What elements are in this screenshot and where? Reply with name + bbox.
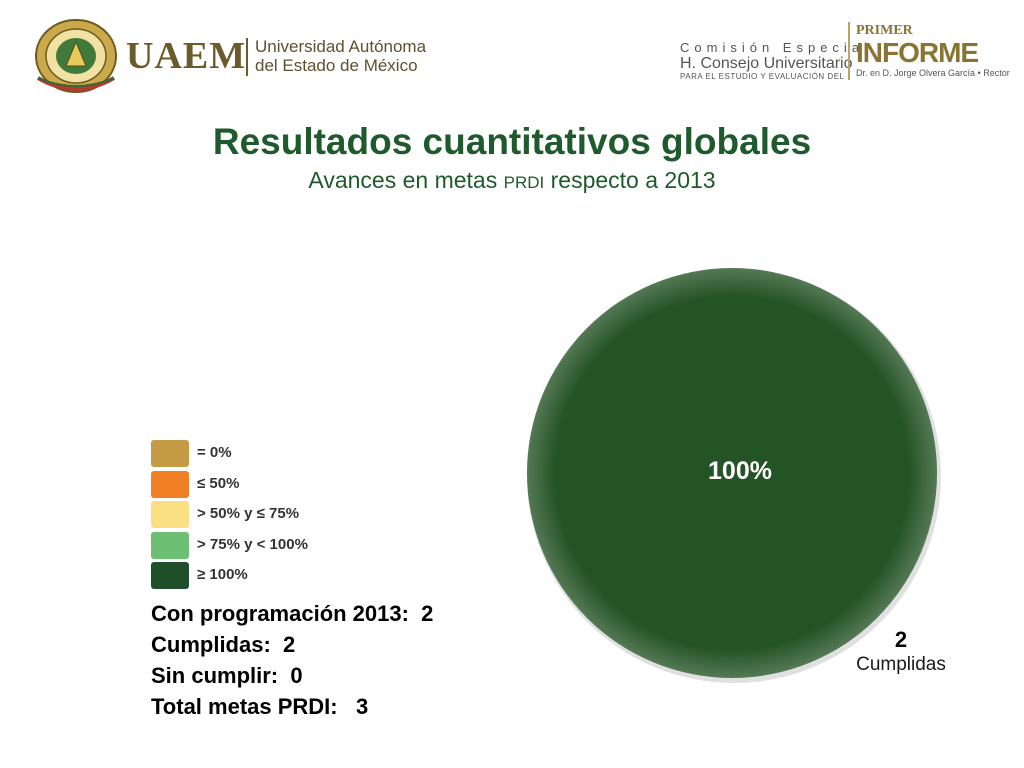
commission-block: Comisión Especial H. Consejo Universitar… (680, 40, 872, 82)
university-name: Universidad Autónoma del Estado de Méxic… (255, 37, 426, 75)
slice-count-label: 2 (895, 627, 907, 652)
legend-swatch (151, 562, 189, 589)
legend-label: = 0% (197, 444, 232, 461)
subtitle-acronym: PRDI (503, 173, 545, 192)
summary-stats: Con programación 2013: 2 Cumplidas: 2 Si… (151, 601, 433, 725)
stat-unfulfilled: Sin cumplir: 0 (151, 663, 303, 688)
legend-swatch (151, 471, 189, 498)
legend-label: > 50% y ≤ 75% (197, 505, 300, 522)
commission-line2: H. Consejo Universitario (680, 55, 853, 72)
slice-percent-label: 100% (708, 457, 772, 485)
legend-swatch (151, 440, 189, 467)
legend-item: > 75% y < 100% (151, 532, 391, 560)
legend-label: > 75% y < 100% (197, 536, 308, 553)
report-line2: INFORME (856, 37, 979, 68)
legend-swatch (151, 501, 189, 528)
legend-label: ≥ 100% (197, 566, 248, 583)
report-line3: Dr. en D. Jorge Olvera García • Rector (856, 68, 1010, 78)
legend-label: ≤ 50% (197, 475, 240, 492)
legend-item: ≥ 100% (151, 562, 391, 590)
university-seal-logo (35, 19, 117, 93)
report-line1: PRIMER (856, 23, 913, 38)
legend-swatch (151, 532, 189, 559)
uaem-wordmark: UAEM (126, 35, 247, 77)
stat-fulfilled: Cumplidas: 2 (151, 632, 296, 657)
subtitle-text-end: respecto a 2013 (544, 167, 716, 193)
report-logo: PRIMER INFORME Dr. en D. Jorge Olvera Ga… (856, 24, 1010, 79)
stat-programmed: Con programación 2013: 2 (151, 601, 434, 626)
university-name-line1: Universidad Autónoma (255, 37, 427, 56)
stat-total-goals: Total metas PRDI: 3 (151, 694, 369, 719)
commission-line3: PARA EL ESTUDIO Y EVALUACIÓN DEL (680, 72, 845, 81)
legend-item: = 0% (151, 440, 391, 468)
commission-line1: Comisión Especial (680, 40, 872, 55)
chart-title: Resultados cuantitativos globales (212, 121, 812, 162)
chart-subtitle: Avances en metas PRDI respecto a 2013 (0, 167, 1024, 194)
brand-divider (246, 38, 248, 76)
legend-item: ≤ 50% (151, 471, 391, 499)
slide-header: UAEM Universidad Autónoma del Estado de … (0, 0, 1024, 100)
subtitle-text-start: Avances en metas (308, 167, 504, 193)
university-name-line2: del Estado de México (255, 56, 418, 75)
legend-item: > 50% y ≤ 75% (151, 501, 391, 529)
report-divider (848, 22, 850, 80)
slice-category-label: Cumplidas (856, 654, 946, 675)
pie-edge-highlight (527, 268, 937, 678)
